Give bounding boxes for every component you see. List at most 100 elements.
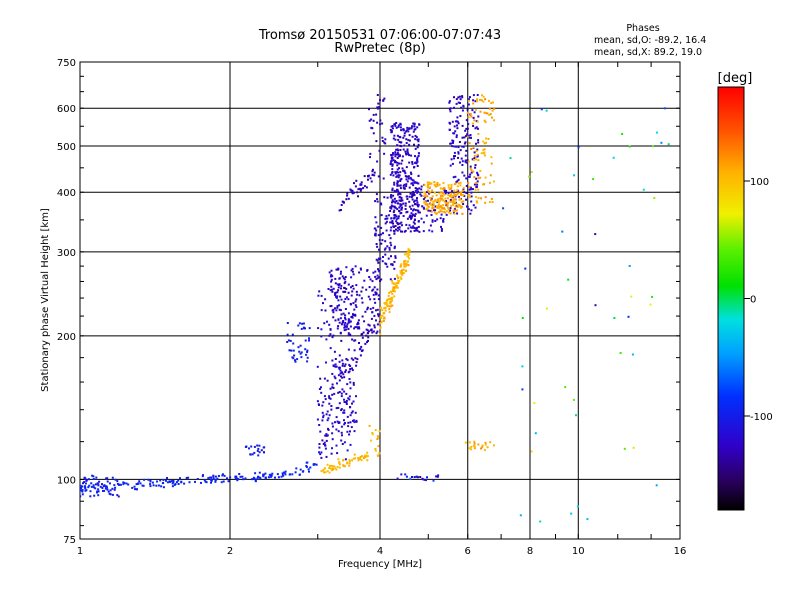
data-point [338, 391, 341, 393]
data-point [467, 194, 470, 197]
data-point [362, 331, 365, 334]
data-point [466, 159, 469, 162]
data-point [94, 487, 97, 490]
data-point [479, 98, 481, 101]
data-point [306, 360, 309, 363]
data-point [396, 477, 399, 480]
data-point [456, 116, 459, 119]
data-point [222, 480, 225, 483]
data-point [393, 295, 396, 298]
data-point [656, 131, 658, 134]
data-point [473, 155, 476, 157]
data-point [346, 461, 348, 464]
data-point [384, 302, 387, 305]
data-point [113, 488, 116, 491]
data-point [118, 483, 121, 486]
data-point [269, 473, 272, 476]
data-point [388, 301, 391, 304]
data-point [411, 213, 414, 216]
data-point [444, 192, 447, 195]
data-point [406, 151, 409, 154]
data-point [355, 306, 358, 308]
data-point [461, 96, 464, 99]
data-point [397, 124, 400, 127]
data-point [80, 487, 83, 489]
data-point [400, 141, 403, 144]
data-point [391, 201, 393, 204]
data-point [399, 193, 402, 196]
data-point [348, 378, 351, 380]
data-point [413, 226, 415, 229]
data-point [390, 204, 393, 207]
data-point [347, 332, 350, 335]
data-point [489, 441, 492, 444]
data-point [424, 201, 427, 204]
data-point [475, 100, 478, 103]
data-point [336, 466, 339, 468]
data-point [90, 485, 93, 488]
data-point [456, 124, 458, 127]
data-point [575, 414, 577, 417]
data-point [391, 298, 393, 301]
data-point [429, 191, 432, 194]
data-point [464, 154, 467, 157]
data-point [350, 316, 353, 318]
data-point [462, 104, 465, 107]
data-point [413, 166, 416, 168]
data-point [398, 141, 401, 143]
data-point [404, 473, 407, 476]
data-point [373, 324, 376, 327]
data-point [469, 134, 472, 136]
data-point [455, 136, 458, 139]
x-tick-label: 6 [465, 546, 471, 557]
data-point [262, 473, 265, 476]
data-point [392, 225, 395, 228]
data-point [345, 266, 348, 269]
data-point [350, 411, 353, 414]
data-point [467, 182, 470, 185]
data-point [423, 201, 426, 204]
data-point [343, 365, 346, 368]
data-point [413, 215, 416, 217]
data-point [406, 129, 409, 132]
data-point [393, 286, 396, 289]
data-point [357, 188, 360, 191]
data-point [399, 180, 402, 182]
data-point [411, 476, 413, 478]
data-point [403, 253, 406, 256]
data-point [469, 188, 472, 191]
data-point [123, 482, 126, 484]
data-point [330, 280, 333, 283]
data-point [395, 228, 397, 231]
data-point [397, 190, 400, 193]
data-point [468, 136, 471, 139]
data-point [353, 430, 356, 433]
data-point [377, 234, 380, 237]
data-point [440, 195, 442, 197]
data-point [408, 249, 411, 252]
data-point [364, 454, 367, 457]
data-point [467, 99, 470, 102]
data-point [348, 460, 351, 463]
data-point [256, 477, 259, 480]
data-point [378, 257, 380, 260]
data-point [449, 207, 452, 210]
data-point [430, 204, 433, 206]
data-point [375, 243, 378, 245]
data-point [432, 203, 435, 206]
data-point [468, 142, 471, 145]
data-point [342, 290, 345, 293]
data-point [459, 98, 462, 101]
data-point [443, 188, 446, 191]
data-point [344, 276, 347, 278]
data-point [389, 300, 392, 303]
data-point [352, 381, 355, 384]
data-point [355, 298, 358, 301]
data-point [594, 304, 597, 307]
data-point [349, 421, 352, 424]
data-point [329, 289, 332, 292]
data-point [401, 272, 404, 274]
data-point [561, 230, 564, 233]
data-point [381, 136, 384, 139]
